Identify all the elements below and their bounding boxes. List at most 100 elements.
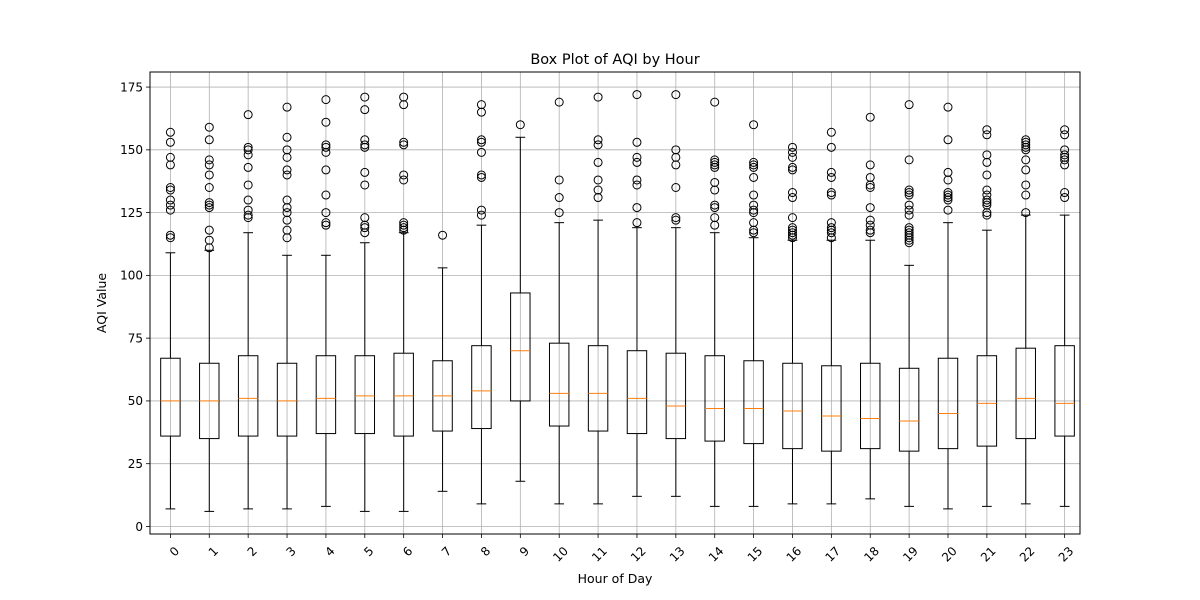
box-hour-14 xyxy=(704,97,725,507)
outlier-point xyxy=(1060,188,1070,198)
outlier-point xyxy=(749,120,759,130)
outlier-point xyxy=(826,142,836,152)
outlier-point xyxy=(749,228,759,238)
outlier-point xyxy=(1021,165,1031,175)
iqr-box xyxy=(237,355,259,437)
outlier-point xyxy=(1060,155,1070,165)
outlier-point xyxy=(282,170,292,180)
outlier-point xyxy=(1021,180,1031,190)
outlier-point xyxy=(904,100,914,110)
outlier-point xyxy=(204,122,214,132)
outlier-point xyxy=(749,160,759,170)
outlier-point xyxy=(282,145,292,155)
outlier-point xyxy=(360,105,370,115)
grid-lines xyxy=(150,72,1080,534)
box-hour-15 xyxy=(743,120,764,507)
outlier-point xyxy=(904,188,914,198)
outlier-point xyxy=(904,223,914,233)
y-tick-label: 25 xyxy=(128,457,143,471)
outlier-point xyxy=(321,208,331,218)
outlier-point xyxy=(204,225,214,235)
outlier-point xyxy=(204,198,214,208)
box-hour-12 xyxy=(626,90,648,497)
outlier-point xyxy=(399,223,409,233)
chart-title: Box Plot of AQI by Hour xyxy=(530,52,699,68)
box-hour-1 xyxy=(199,122,220,512)
outlier-point xyxy=(360,167,370,177)
outlier-point xyxy=(671,215,681,225)
iqr-box xyxy=(548,342,570,427)
outlier-point xyxy=(632,175,642,185)
outlier-point xyxy=(826,218,836,228)
outlier-point xyxy=(165,152,175,162)
outlier-point xyxy=(826,172,836,182)
box-hour-3 xyxy=(276,102,298,510)
outlier-point xyxy=(982,150,992,160)
outlier-point xyxy=(982,195,992,205)
x-tick-label: 22 xyxy=(1017,544,1038,565)
x-tick-label: 2 xyxy=(245,544,260,559)
outlier-point xyxy=(865,220,875,230)
outlier-point xyxy=(865,112,875,122)
outlier-point xyxy=(787,142,797,152)
outlier-point xyxy=(165,205,175,215)
outlier-point xyxy=(710,200,720,210)
x-tick-label: 15 xyxy=(745,544,766,565)
outlier-point xyxy=(399,170,409,180)
outlier-point xyxy=(904,185,914,195)
iqr-box xyxy=(393,352,414,437)
outlier-point xyxy=(243,145,253,155)
outlier-point xyxy=(243,142,253,152)
box-hour-22 xyxy=(1015,135,1036,505)
outlier-point xyxy=(360,140,370,150)
outlier-point xyxy=(710,213,720,223)
outlier-point xyxy=(593,157,603,167)
outlier-point xyxy=(632,180,642,190)
outlier-point xyxy=(321,220,331,230)
x-tick-label: 6 xyxy=(400,544,415,559)
box-hour-17 xyxy=(821,127,842,505)
outlier-point xyxy=(787,188,797,198)
box-hour-5 xyxy=(354,92,376,512)
outlier-point xyxy=(399,140,409,150)
iqr-box xyxy=(626,350,648,435)
outlier-point xyxy=(1060,145,1070,155)
box-hour-23 xyxy=(1054,125,1075,507)
box-hour-6 xyxy=(393,92,414,512)
outlier-point xyxy=(243,210,253,220)
box-hour-0 xyxy=(160,127,181,510)
outlier-point xyxy=(399,220,409,230)
outlier-point xyxy=(1060,150,1070,160)
outlier-point xyxy=(749,218,759,228)
outlier-point xyxy=(554,208,564,218)
outlier-point xyxy=(515,120,525,130)
y-tick-label: 100 xyxy=(120,269,143,283)
x-tick-label: 5 xyxy=(361,544,376,559)
outlier-point xyxy=(282,225,292,235)
outlier-point xyxy=(1060,125,1070,135)
outlier-point xyxy=(904,205,914,215)
outlier-point xyxy=(943,102,953,112)
outlier-point xyxy=(165,127,175,137)
outlier-point xyxy=(593,140,603,150)
x-tick-label: 9 xyxy=(517,544,532,559)
x-tick-label: 1 xyxy=(206,544,221,559)
iqr-box xyxy=(354,355,376,435)
outlier-point xyxy=(632,152,642,162)
y-tick-label: 175 xyxy=(120,80,143,94)
iqr-box xyxy=(665,352,687,440)
x-tick-label: 13 xyxy=(667,544,688,565)
outlier-point xyxy=(360,92,370,102)
iqr-box xyxy=(510,292,531,402)
outlier-point xyxy=(787,228,797,238)
box-hour-7 xyxy=(432,230,453,492)
iqr-box xyxy=(704,355,725,442)
iqr-box xyxy=(898,367,920,452)
y-tick-label: 75 xyxy=(128,331,143,345)
outlier-point xyxy=(865,225,875,235)
plot-area-frame xyxy=(149,71,1081,535)
outlier-point xyxy=(204,200,214,210)
outlier-point xyxy=(982,210,992,220)
iqr-box xyxy=(276,362,298,437)
